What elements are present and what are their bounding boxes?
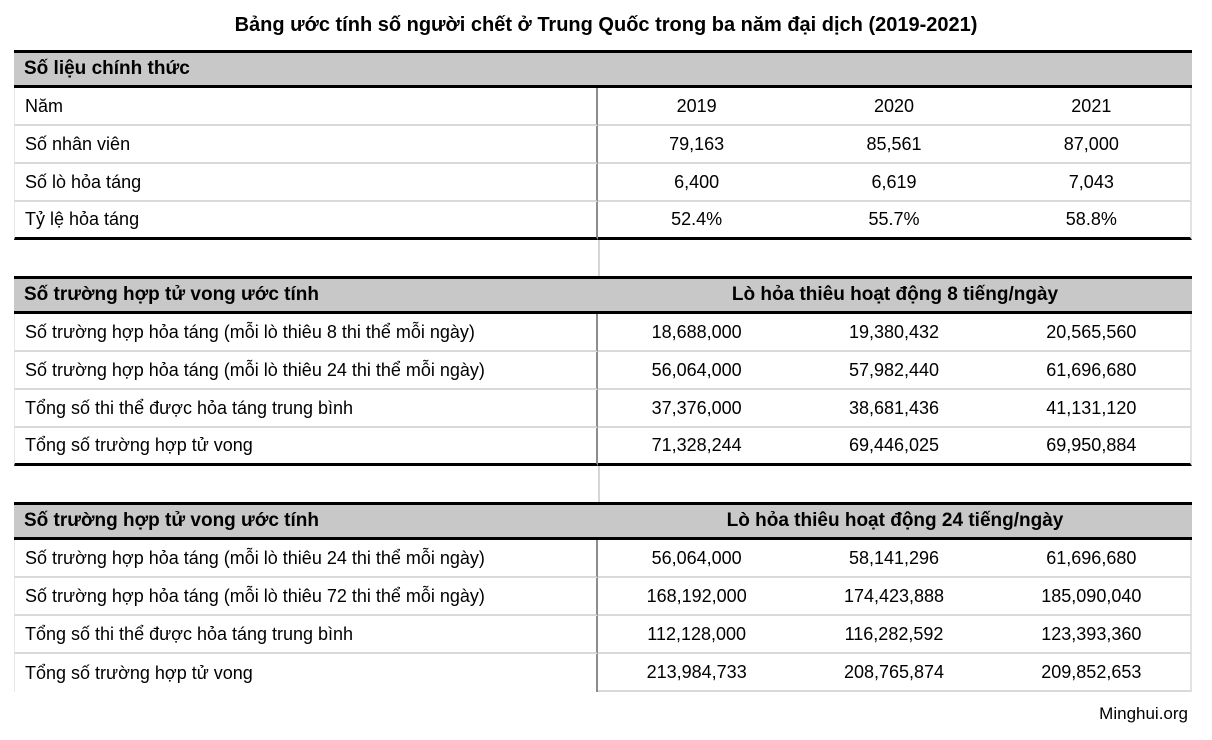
cell-value: 85,561 xyxy=(866,133,922,154)
year-2021: 2021 xyxy=(1071,95,1112,116)
row-values: 71,328,244 69,446,025 69,950,884 xyxy=(598,428,1192,466)
cell-value: 71,328,244 xyxy=(651,435,742,455)
row-label: Tổng số thi thể được hỏa táng trung bình xyxy=(14,616,598,654)
row-values: 213,984,733 208,765,874 209,852,653 xyxy=(598,654,1192,692)
row-values: 112,128,000 116,282,592 123,393,360 xyxy=(598,616,1192,654)
cell-value: 56,064,000 xyxy=(651,547,742,568)
table-row: Số trường hợp hỏa táng (mỗi lò thiêu 72 … xyxy=(14,578,1192,616)
year-2019: 2019 xyxy=(676,95,717,116)
column-divider-line xyxy=(598,466,600,502)
cell-value: 61,696,680 xyxy=(1046,359,1137,380)
cell-value: 41,131,120 xyxy=(1046,397,1137,418)
section-header-label: Số liệu chính thức xyxy=(24,58,190,79)
cell-value: 69,446,025 xyxy=(848,435,940,455)
source-attribution: Minghui.org xyxy=(1099,704,1188,723)
table-row: Năm 2019 2020 2021 xyxy=(14,88,1192,126)
cell-value: 57,982,440 xyxy=(848,359,940,380)
table-official-figures: Số liệu chính thức Năm 2019 2020 2021 Số… xyxy=(14,50,1192,240)
cell-value: 6,400 xyxy=(674,171,720,192)
section-header-label: Số trường hợp tử vong ước tính xyxy=(24,510,319,531)
table-row: Số trường hợp hỏa táng (mỗi lò thiêu 24 … xyxy=(14,352,1192,390)
cell-value: 79,163 xyxy=(669,133,725,154)
table-row: Tổng số thi thể được hỏa táng trung bình… xyxy=(14,390,1192,428)
row-label: Số trường hợp hỏa táng (mỗi lò thiêu 72 … xyxy=(14,578,598,616)
cell-value: 58,141,296 xyxy=(848,547,940,568)
cell-value: 38,681,436 xyxy=(848,397,940,418)
cell-value: 168,192,000 xyxy=(646,585,747,606)
row-values: 56,064,000 58,141,296 61,696,680 xyxy=(598,540,1192,578)
row-label: Tổng số thi thể được hỏa táng trung bình xyxy=(14,390,598,428)
table-row: Số trường hợp hỏa táng (mỗi lò thiêu 24 … xyxy=(14,540,1192,578)
row-values: 18,688,000 19,380,432 20,565,560 xyxy=(598,314,1192,352)
section-header-scenario: Lò hỏa thiêu hoạt động 8 tiếng/ngày xyxy=(731,284,1059,305)
cell-value: 37,376,000 xyxy=(651,397,742,418)
row-label: Số nhân viên xyxy=(14,126,598,164)
row-label: Số trường hợp hỏa táng (mỗi lò thiêu 8 t… xyxy=(14,314,598,352)
cell-value: 55.7% xyxy=(868,209,920,229)
cell-value: 20,565,560 xyxy=(1046,321,1137,342)
cell-value: 185,090,040 xyxy=(1041,585,1142,606)
cell-value: 116,282,592 xyxy=(844,623,944,644)
row-label: Tỷ lệ hỏa táng xyxy=(14,202,598,240)
row-values: 2019 2020 2021 xyxy=(598,88,1192,126)
year-2020: 2020 xyxy=(873,95,915,116)
row-values: 168,192,000 174,423,888 185,090,040 xyxy=(598,578,1192,616)
cell-value: 61,696,680 xyxy=(1046,547,1137,568)
cell-value: 69,950,884 xyxy=(1046,435,1137,455)
tables-area: Số liệu chính thức Năm 2019 2020 2021 Số… xyxy=(14,50,1192,692)
row-label: Tổng số trường hợp tử vong xyxy=(14,654,598,692)
row-values: 52.4% 55.7% 58.8% xyxy=(598,202,1192,240)
cell-value: 52.4% xyxy=(671,209,723,229)
row-label: Số trường hợp hỏa táng (mỗi lò thiêu 24 … xyxy=(14,540,598,578)
table-row: Tổng số thi thể được hỏa táng trung bình… xyxy=(14,616,1192,654)
cell-value: 7,043 xyxy=(1068,171,1114,192)
section-header-8h: Số trường hợp tử vong ước tính Lò hỏa th… xyxy=(14,276,1192,314)
table-row: Số lò hỏa táng 6,400 6,619 7,043 xyxy=(14,164,1192,202)
table-row: Số trường hợp hỏa táng (mỗi lò thiêu 8 t… xyxy=(14,314,1192,352)
cell-value: 208,765,874 xyxy=(843,661,945,682)
row-values: 6,400 6,619 7,043 xyxy=(598,164,1192,202)
cell-value: 19,380,432 xyxy=(848,321,940,342)
table-row: Tỷ lệ hỏa táng 52.4% 55.7% 58.8% xyxy=(14,202,1192,240)
table-estimate-8h: Số trường hợp tử vong ước tính Lò hỏa th… xyxy=(14,276,1192,466)
page-title: Bảng ước tính số người chết ở Trung Quốc… xyxy=(234,14,978,36)
row-label: Số lò hỏa táng xyxy=(14,164,598,202)
cell-value: 58.8% xyxy=(1065,209,1117,229)
cell-value: 6,619 xyxy=(871,171,917,192)
cell-value: 112,128,000 xyxy=(647,623,747,644)
section-header-label: Số trường hợp tử vong ước tính xyxy=(24,284,319,305)
cell-value: 87,000 xyxy=(1063,133,1119,154)
row-values: 56,064,000 57,982,440 61,696,680 xyxy=(598,352,1192,390)
row-values: 37,376,000 38,681,436 41,131,120 xyxy=(598,390,1192,428)
cell-value: 209,852,653 xyxy=(1041,661,1142,682)
table-gap xyxy=(14,466,1192,502)
table-estimate-24h: Số trường hợp tử vong ước tính Lò hỏa th… xyxy=(14,502,1192,692)
cell-value: 18,688,000 xyxy=(651,321,742,342)
row-label: Số trường hợp hỏa táng (mỗi lò thiêu 24 … xyxy=(14,352,598,390)
table-row: Tổng số trường hợp tử vong 71,328,244 69… xyxy=(14,428,1192,466)
cell-value: 123,393,360 xyxy=(1041,623,1142,644)
row-values: 79,163 85,561 87,000 xyxy=(598,126,1192,164)
section-header-official: Số liệu chính thức xyxy=(14,50,1192,88)
cell-value: 56,064,000 xyxy=(651,359,742,380)
row-label: Tổng số trường hợp tử vong xyxy=(14,428,598,466)
cell-value: 174,423,888 xyxy=(843,585,945,606)
row-label: Năm xyxy=(14,88,598,126)
table-row: Số nhân viên 79,163 85,561 87,000 xyxy=(14,126,1192,164)
section-header-24h: Số trường hợp tử vong ước tính Lò hỏa th… xyxy=(14,502,1192,540)
table-row: Tổng số trường hợp tử vong 213,984,733 2… xyxy=(14,654,1192,692)
column-divider-line xyxy=(598,240,600,276)
table-gap xyxy=(14,240,1192,276)
section-header-scenario: Lò hỏa thiêu hoạt động 24 tiếng/ngày xyxy=(726,510,1064,531)
cell-value: 213,984,733 xyxy=(646,661,747,682)
